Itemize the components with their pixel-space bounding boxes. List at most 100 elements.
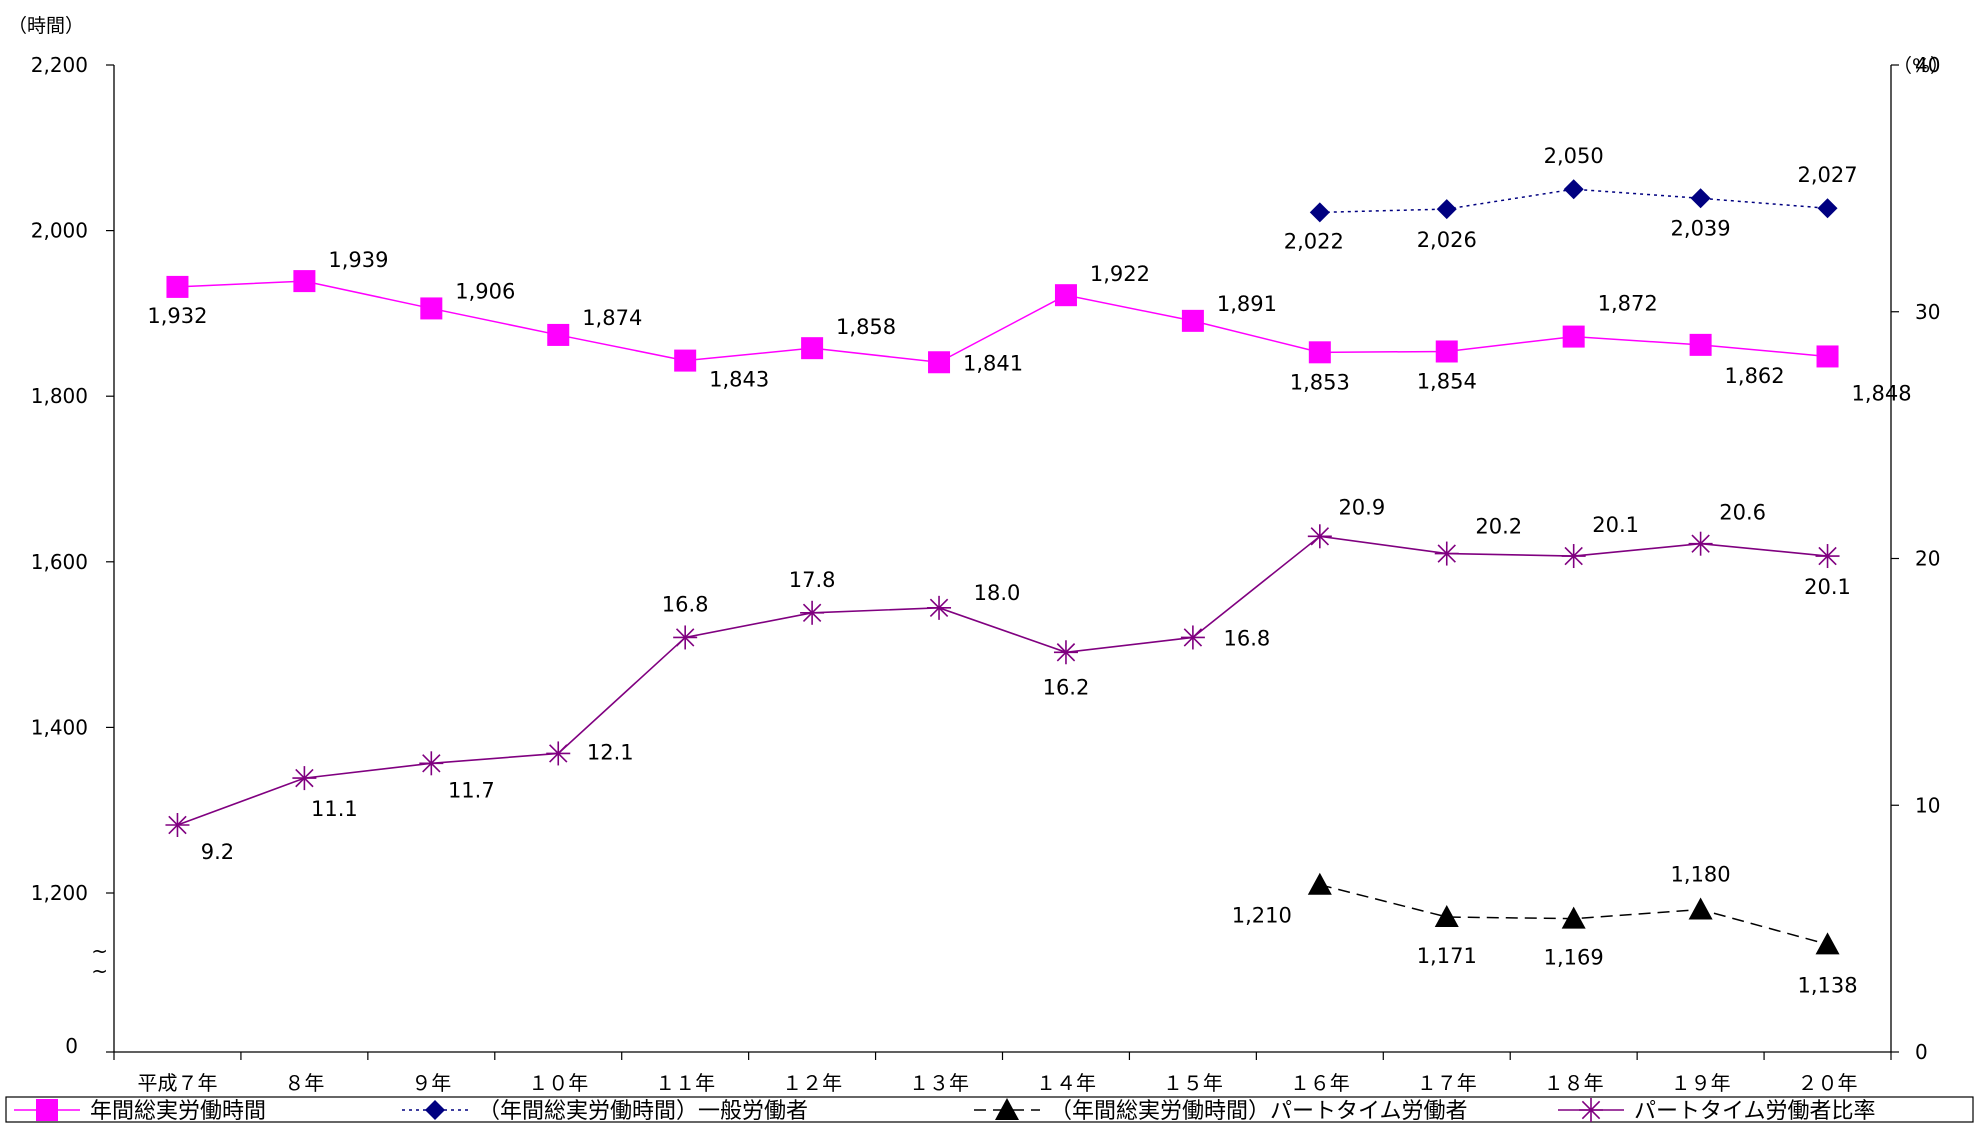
data-label: 1,853 (1290, 370, 1350, 394)
legend-entry: （年間総実労働時間）パートタイム労働者 (1050, 1099, 1468, 1123)
data-label: 20.9 (1338, 495, 1385, 519)
data-label: 12.1 (587, 740, 634, 764)
left-tick-label: 1,600 (31, 550, 88, 574)
data-point-marker (1562, 325, 1585, 348)
right-tick-label: 10 (1915, 793, 1940, 817)
data-point-marker (673, 625, 698, 650)
left-tick-label: 1,200 (31, 881, 88, 905)
data-point-marker (546, 741, 571, 766)
data-point-marker (1309, 202, 1330, 223)
data-label: 16.8 (1224, 626, 1271, 650)
data-point-marker (1436, 199, 1457, 220)
data-point-marker (166, 275, 189, 298)
right-tick-label: 20 (1915, 547, 1940, 571)
data-point-marker (1689, 333, 1712, 356)
data-label: 2,039 (1671, 216, 1731, 240)
data-label: 2,027 (1797, 163, 1857, 187)
x-tick-label: １５年 (1163, 1071, 1223, 1095)
axis-break-mark: ~ (91, 939, 108, 963)
data-label: 11.7 (448, 778, 495, 802)
legend-entry: 年間総実労働時間 (90, 1099, 266, 1123)
left-tick-label: 1,800 (31, 384, 88, 408)
data-point-marker (1815, 544, 1840, 569)
legend-marker (425, 1100, 445, 1120)
right-axis-unit: （%） (1893, 55, 1949, 77)
legend-box (5, 1096, 1974, 1123)
data-point-marker (1815, 932, 1840, 955)
data-label: 1,922 (1090, 262, 1150, 286)
data-label: 18.0 (974, 581, 1021, 605)
x-tick-label: １１年 (655, 1071, 715, 1095)
data-label: 1,843 (709, 368, 769, 392)
data-label: 20.1 (1592, 513, 1639, 537)
data-label: 1,180 (1671, 863, 1731, 887)
x-tick-label: １７年 (1417, 1071, 1477, 1095)
data-label: 9.2 (201, 840, 234, 864)
data-label: 20.1 (1804, 575, 1851, 599)
data-label: 2,050 (1544, 144, 1604, 168)
data-point-marker (674, 349, 697, 372)
right-tick-label: 40 (1915, 53, 1940, 77)
data-label: 2,022 (1284, 229, 1344, 253)
data-point-marker (1307, 872, 1332, 895)
x-tick-label: １２年 (782, 1071, 842, 1095)
data-label: 1,848 (1851, 381, 1911, 405)
data-point-marker (1816, 345, 1839, 368)
data-label: 1,841 (963, 351, 1023, 375)
x-tick-label: １４年 (1036, 1071, 1096, 1095)
x-tick-label: ２０年 (1798, 1071, 1858, 1095)
left-tick-label: 1,400 (31, 715, 88, 739)
series-line (177, 280, 1828, 364)
data-point-marker (1690, 188, 1711, 209)
series-layer (165, 179, 1840, 955)
data-label: 2,026 (1417, 228, 1477, 252)
data-point-marker (165, 812, 190, 837)
data-point-marker (1817, 198, 1838, 219)
data-point-marker (1435, 340, 1458, 363)
left-tick-label: 2,000 (31, 219, 88, 243)
data-point-marker (1434, 905, 1459, 928)
data-point-marker (419, 751, 444, 776)
x-tick-label: １０年 (528, 1071, 588, 1095)
data-point-marker (1688, 531, 1713, 556)
data-label: 1,939 (328, 248, 388, 272)
data-point-marker (1181, 309, 1204, 332)
legend-marker (36, 1099, 58, 1121)
x-tick-label: ８年 (284, 1071, 324, 1095)
legend-marker (995, 1098, 1019, 1120)
data-label: 1,874 (582, 306, 642, 330)
data-labels: 1,932 1,939 1,906 1,874 1,843 1,858 1,841 1,922… (147, 144, 1911, 997)
data-point-marker (927, 595, 952, 620)
data-label: 16.2 (1043, 675, 1090, 699)
data-point-marker (1307, 524, 1332, 549)
data-point-marker (1561, 544, 1586, 569)
legend-entry: パートタイム労働者比率 (1634, 1099, 1876, 1123)
data-point-marker (293, 270, 316, 293)
x-tick-label: １９年 (1671, 1071, 1731, 1095)
x-tick-label: １３年 (909, 1071, 969, 1095)
data-label: 20.6 (1719, 501, 1766, 525)
left-tick-label: 0 (65, 1034, 78, 1058)
left-axis-unit: （時間） (8, 15, 84, 37)
data-point-marker (1053, 640, 1078, 665)
data-point-marker (292, 766, 317, 791)
data-point-marker (1688, 897, 1713, 920)
data-point-marker (1563, 179, 1584, 200)
axis-break-mark: ~ (91, 959, 108, 983)
data-label: 11.1 (311, 797, 358, 821)
data-point-marker (547, 323, 570, 346)
data-point-marker (1561, 906, 1586, 929)
data-label: 1,171 (1417, 944, 1477, 968)
axes: 0 1,200 1,400 1,600 1,800 2,000 2,200 ~~0 10 20 30… (31, 53, 1941, 1095)
data-point-marker (1180, 625, 1205, 650)
legend-marker (1579, 1098, 1603, 1122)
x-tick-label: ９年 (411, 1071, 451, 1095)
data-label: 1,858 (836, 315, 896, 339)
data-label: 17.8 (789, 568, 836, 592)
x-tick-label: １６年 (1290, 1071, 1350, 1095)
right-tick-label: 0 (1915, 1040, 1928, 1064)
right-tick-label: 30 (1915, 300, 1940, 324)
data-label: 1,138 (1797, 973, 1857, 997)
